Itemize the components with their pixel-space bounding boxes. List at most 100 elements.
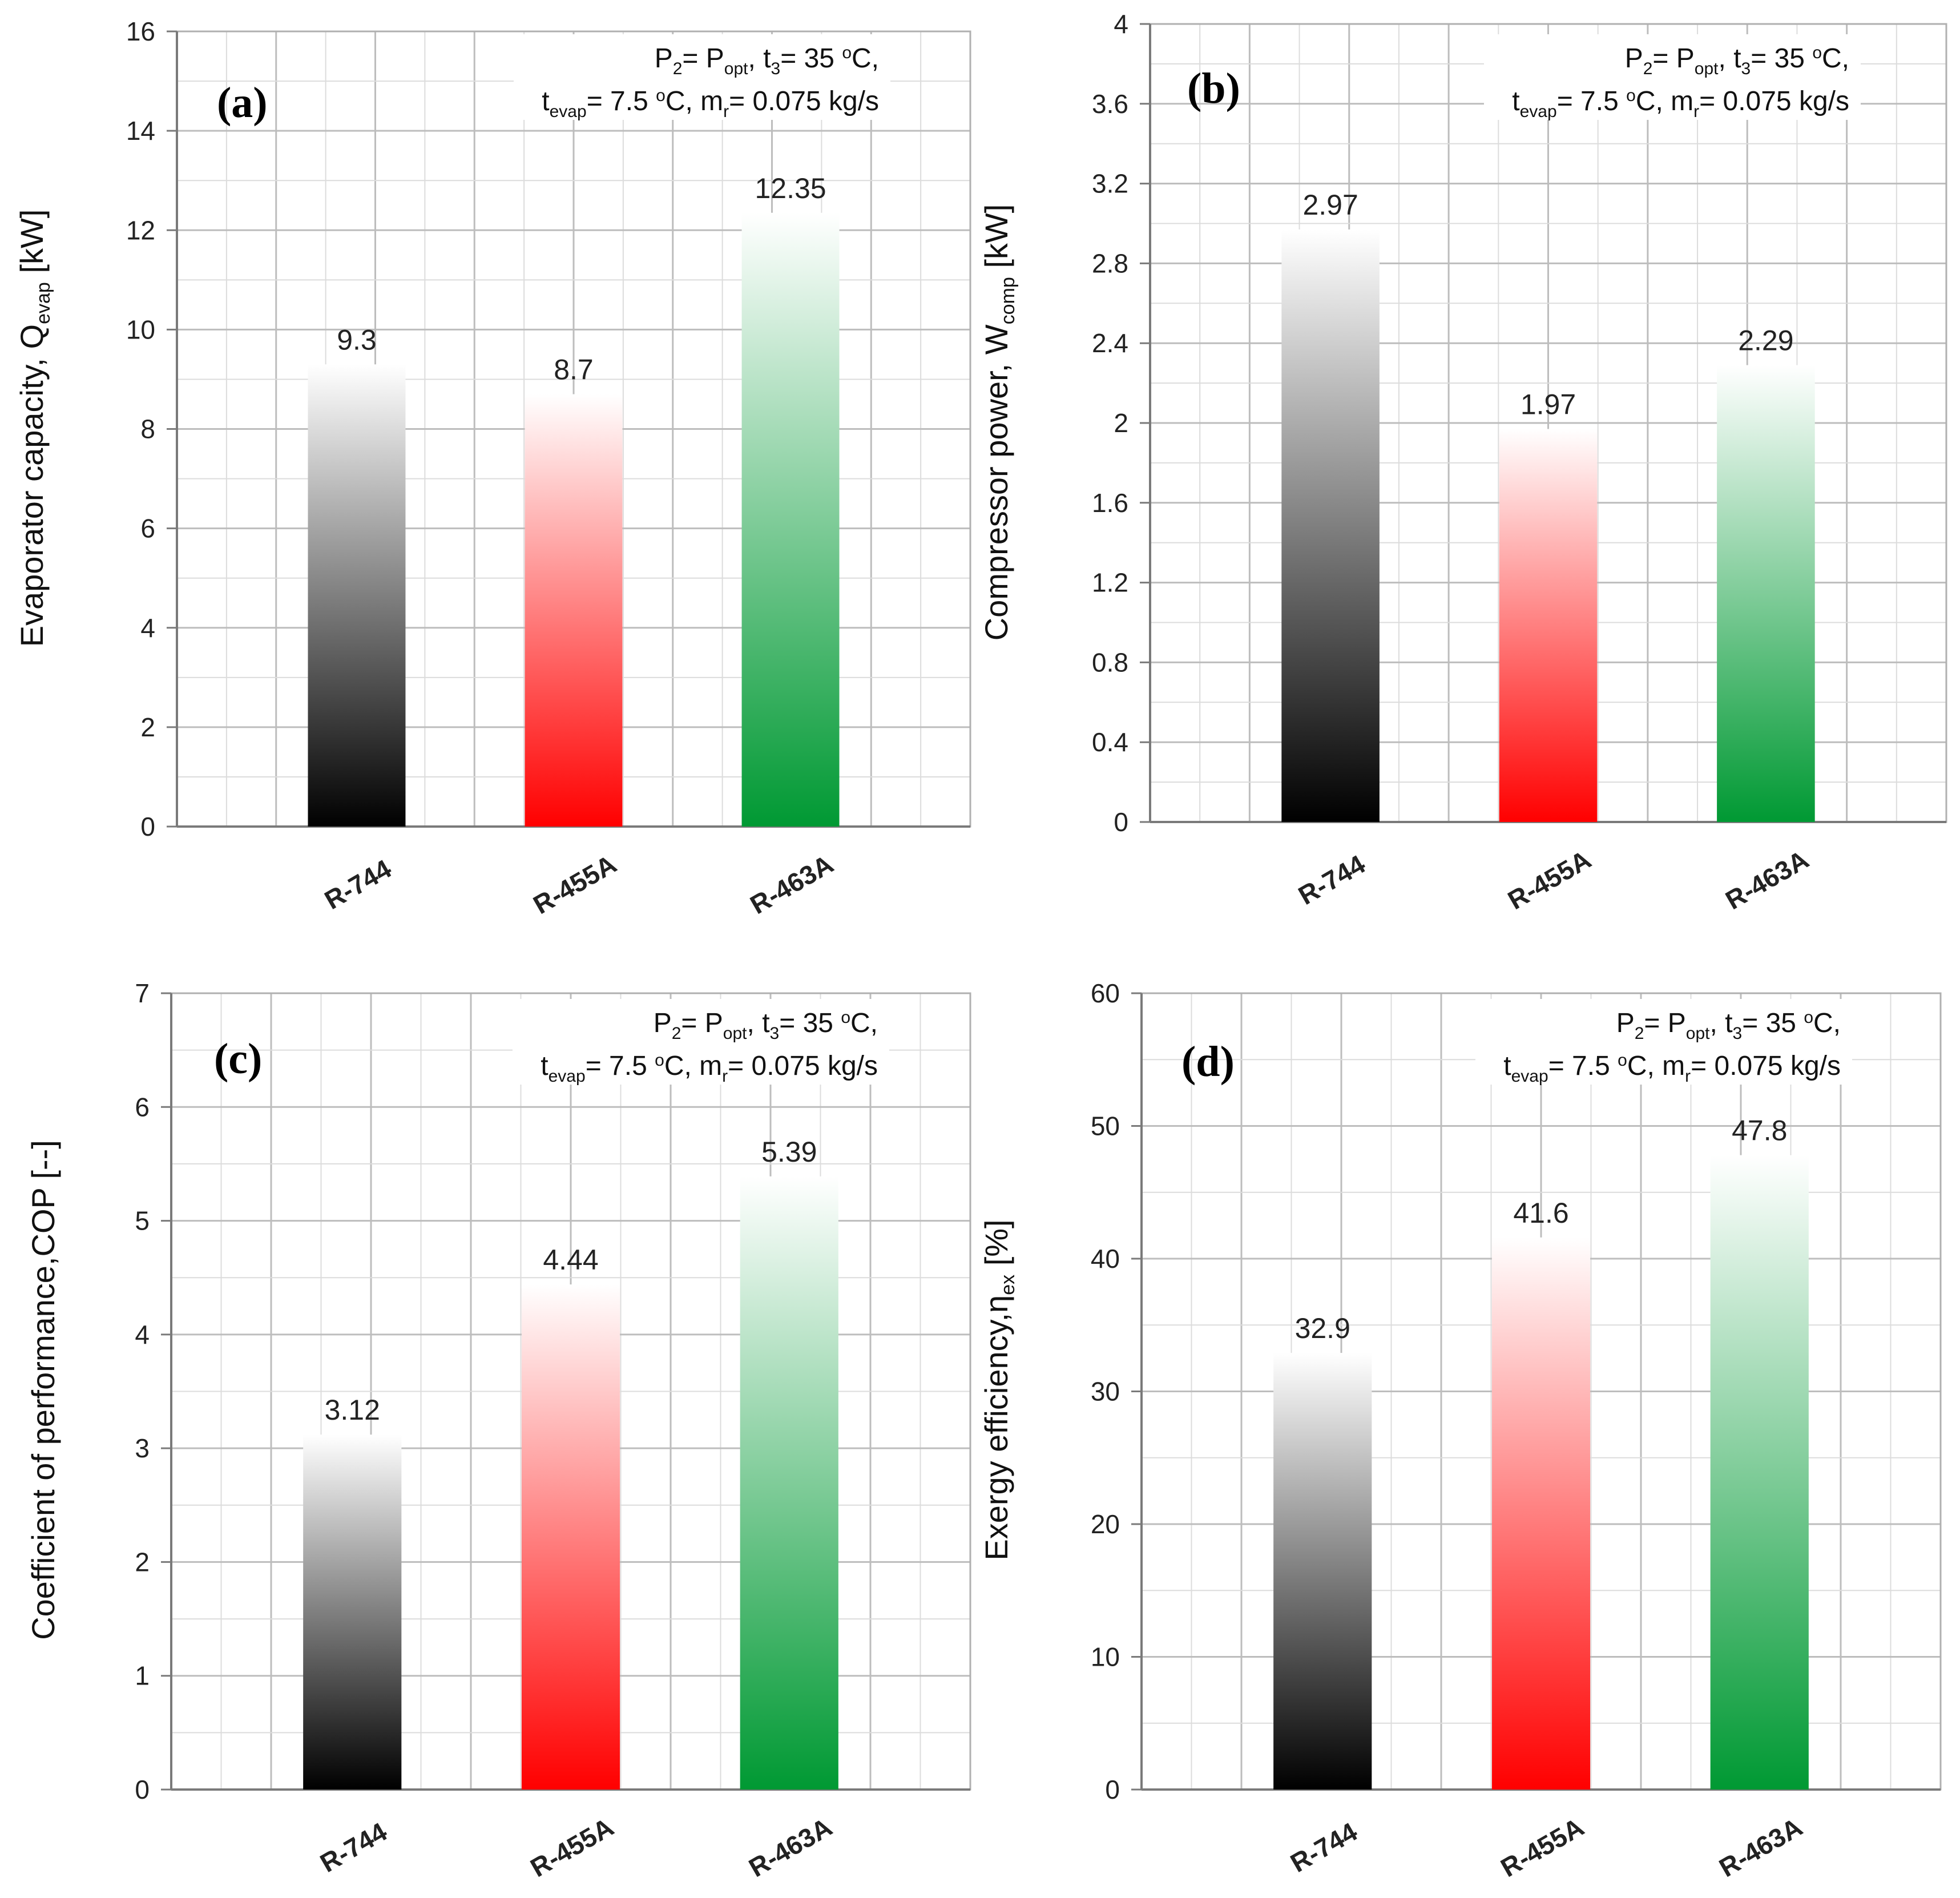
data-label: 4.44 (543, 1244, 598, 1276)
bar-r-455a (521, 1284, 620, 1790)
bar-r-744 (1273, 1353, 1372, 1790)
data-label: 41.6 (1513, 1197, 1568, 1229)
condition-part: opt (723, 1024, 747, 1043)
y-tick-label: 2.4 (1092, 328, 1128, 358)
condition-part: opt (724, 59, 748, 78)
bar-r-744 (308, 364, 406, 827)
condition-part: = 35 (1751, 43, 1812, 74)
y-tick-label: 0 (140, 812, 155, 841)
condition-part: evap (550, 102, 587, 121)
y-axis-label-sub: comp (997, 277, 1019, 324)
data-label: 2.29 (1738, 325, 1793, 357)
panel-tag: (c) (214, 1035, 262, 1083)
y-tick-label: 60 (1091, 978, 1120, 1008)
condition-part: = 0.075 kg/s (1699, 86, 1849, 116)
condition-part: = 7.5 (587, 86, 656, 116)
y-tick-label: 30 (1091, 1377, 1120, 1407)
y-tick-label: 12 (126, 215, 155, 245)
condition-text: P2= Popt, t3= 35 oC, (1625, 43, 1849, 78)
y-tick-label: 0 (135, 1775, 150, 1804)
condition-part: = 7.5 (586, 1051, 655, 1081)
y-axis-label: Compressor power, Wcomp [kW] (978, 204, 1019, 641)
y-tick-label: 20 (1091, 1509, 1120, 1539)
condition-part: o (841, 1008, 850, 1027)
condition-text: tevap= 7.5 oC, mr= 0.075 kg/s (1512, 86, 1849, 121)
y-axis-label: Evaporator capacity, Qevap [kW] (14, 209, 54, 647)
condition-text: P2= Popt, t3= 35 oC, (654, 1008, 878, 1043)
condition-part: opt (1695, 59, 1719, 78)
y-tick-label: 2 (140, 712, 155, 742)
chart-panel-3: 0 10 20 30 40 50 60 32.9 R-744 41.6 R-455A 47.8 R-46… (978, 978, 1942, 1883)
y-tick-label: 0.8 (1092, 647, 1128, 677)
y-tick-label: 4 (140, 613, 155, 643)
y-axis-label: Exergy efficiency,ηex [%] (978, 1219, 1019, 1560)
bar-r-455a (1491, 1237, 1591, 1790)
condition-part: 3 (770, 1024, 780, 1043)
condition-part: o (1812, 43, 1822, 62)
y-axis-label-sub: evap (33, 282, 54, 324)
chart-panel-2: 0 1 2 3 4 5 6 7 3.12 R-744 4.44 R-455A 5.39 R-463A (c)… (25, 978, 971, 1883)
data-label: 12.35 (755, 172, 826, 204)
y-axis-label-main: Compressor power, W (978, 324, 1014, 640)
data-label: 2.97 (1302, 189, 1358, 221)
data-label: 9.3 (337, 324, 377, 356)
y-tick-label: 7 (135, 978, 150, 1008)
data-label: 47.8 (1732, 1115, 1787, 1147)
condition-part: o (655, 1051, 664, 1070)
condition-part: P (1625, 43, 1643, 74)
category-label: R-744 (315, 1816, 392, 1878)
y-axis-label-unit: [kW] (978, 204, 1014, 277)
condition-part: C, m (666, 86, 723, 116)
panel-tag: (d) (1181, 1038, 1235, 1086)
condition-part: = P (1644, 1008, 1685, 1038)
condition-part: = 35 (779, 1008, 841, 1038)
condition-part: = P (1652, 43, 1694, 74)
panel-tag: (b) (1187, 65, 1240, 112)
bar-r-455a (1499, 429, 1598, 822)
condition-part: 2 (672, 1024, 681, 1043)
condition-part: C, m (1627, 1051, 1685, 1081)
condition-part: o (1626, 86, 1636, 105)
condition-part: = 7.5 (1548, 1051, 1618, 1081)
condition-part: 2 (1643, 59, 1653, 78)
condition-part: o (1618, 1051, 1627, 1070)
y-axis-label-unit: [kW] (14, 209, 50, 283)
y-tick-label: 14 (126, 116, 155, 146)
condition-part: C, (850, 1008, 878, 1038)
condition-part: , t (748, 43, 771, 74)
category-label: R-744 (320, 853, 397, 915)
y-tick-label: 8 (140, 414, 155, 444)
condition-part: r (722, 1067, 728, 1086)
category-label: R-744 (1285, 1816, 1362, 1878)
condition-part: t (1503, 1051, 1511, 1081)
condition-part: o (1804, 1008, 1813, 1027)
condition-part: 2 (673, 59, 683, 78)
y-tick-label: 10 (126, 315, 155, 344)
condition-part: t (1512, 86, 1519, 116)
category-label: R-463A (745, 849, 838, 920)
condition-part: evap (1511, 1067, 1548, 1086)
condition-part: 3 (1733, 1024, 1743, 1043)
condition-part: r (1685, 1067, 1691, 1086)
bar-r-463a (1717, 365, 1815, 822)
condition-part: C, m (664, 1051, 722, 1081)
condition-part: t (541, 1051, 548, 1081)
condition-part: o (842, 43, 852, 62)
y-tick-label: 6 (135, 1092, 150, 1122)
condition-part: 2 (1635, 1024, 1644, 1043)
y-tick-label: 2 (135, 1547, 150, 1577)
y-tick-label: 6 (140, 514, 155, 543)
condition-text: P2= Popt, t3= 35 oC, (655, 43, 879, 78)
condition-part: = 0.075 kg/s (728, 1051, 878, 1081)
data-label: 8.7 (554, 354, 594, 386)
data-label: 32.9 (1295, 1312, 1350, 1344)
data-label: 5.39 (761, 1136, 817, 1168)
category-label: R-463A (1720, 844, 1813, 915)
condition-part: P (654, 1008, 672, 1038)
condition-part: = 0.075 kg/s (1691, 1051, 1841, 1081)
condition-part: , t (747, 1008, 770, 1038)
category-label: R-455A (1503, 844, 1596, 915)
condition-text: tevap= 7.5 oC, mr= 0.075 kg/s (541, 1051, 878, 1086)
y-tick-label: 3 (135, 1433, 150, 1463)
